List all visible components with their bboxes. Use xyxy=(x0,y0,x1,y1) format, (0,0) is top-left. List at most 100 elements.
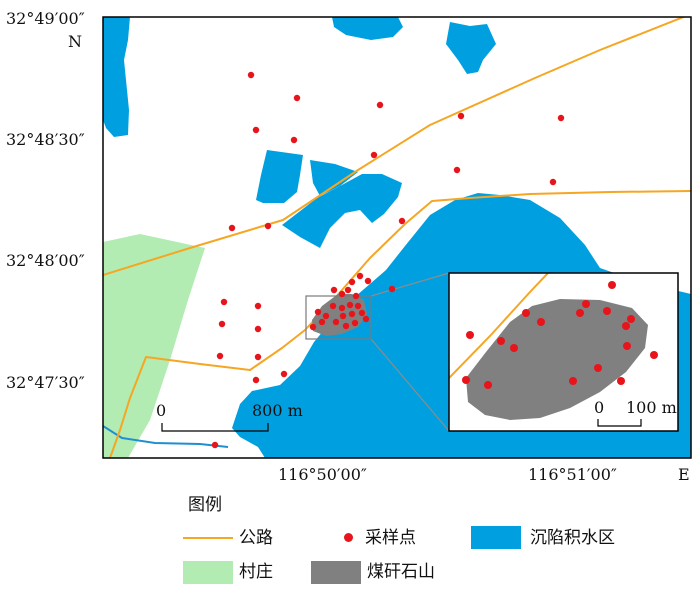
inset-sample-point xyxy=(603,307,611,315)
water-body-ne xyxy=(446,22,496,74)
water-body-nw xyxy=(103,17,130,137)
inset-sample-point xyxy=(537,318,545,326)
sample-point xyxy=(351,319,359,327)
scale-inset-zero: 0 xyxy=(594,398,605,417)
inset-map xyxy=(448,272,679,432)
sample-point xyxy=(216,352,224,360)
lon-label-1: 116°50′00″ xyxy=(278,465,367,484)
inset-sample-point xyxy=(466,331,474,339)
inset-sample-point xyxy=(497,337,505,345)
sample-point xyxy=(364,277,372,285)
legend-gangue-label: 煤矸石山 xyxy=(367,562,435,582)
sample-point xyxy=(549,178,557,186)
inset-sample-point xyxy=(617,377,625,385)
lat-label-1: 32°49′00″ xyxy=(6,9,85,28)
study-area-map xyxy=(102,16,692,459)
legend-road-swatch xyxy=(183,537,233,539)
sample-point xyxy=(218,320,226,328)
sample-point xyxy=(453,166,461,174)
road-main xyxy=(103,17,687,276)
sample-point xyxy=(264,222,272,230)
sample-point xyxy=(293,94,301,102)
inset-sample-point xyxy=(622,322,630,330)
legend-village-label: 村庄 xyxy=(239,562,273,582)
lat-label-3: 32°48′00″ xyxy=(6,251,85,270)
map-frame xyxy=(102,16,692,459)
inset-sample-point xyxy=(462,376,470,384)
inset-sample-point xyxy=(627,315,635,323)
inset-sample-point xyxy=(650,351,658,359)
sample-point xyxy=(339,312,347,320)
sample-point xyxy=(228,224,236,232)
sample-point xyxy=(314,308,322,316)
scale-bar-inset xyxy=(597,419,642,427)
inset-sample-point xyxy=(594,364,602,372)
sample-point xyxy=(356,272,364,280)
sample-point xyxy=(309,323,317,331)
inset-road xyxy=(449,273,549,379)
legend-title: 图例 xyxy=(188,495,222,515)
scale-main-value: 800 m xyxy=(252,401,303,420)
inset-sample-point xyxy=(484,381,492,389)
scale-inset-value: 100 m xyxy=(626,398,677,417)
legend-gangue-swatch xyxy=(311,561,361,584)
inset-sample-point xyxy=(608,281,616,289)
scale-main-zero: 0 xyxy=(156,401,167,420)
inset-extent-box xyxy=(305,295,372,340)
river-line xyxy=(103,425,229,448)
lat-label-4: 32°47′30″ xyxy=(6,373,85,392)
inset-sample-point xyxy=(569,377,577,385)
sample-point xyxy=(252,376,260,384)
sample-point xyxy=(376,101,384,109)
north-label: N xyxy=(68,32,82,51)
sample-point xyxy=(346,301,354,309)
legend-water-label: 沉陷积水区 xyxy=(530,528,615,548)
water-body-mid-2 xyxy=(310,160,358,196)
east-label: E xyxy=(678,465,690,484)
sample-point xyxy=(322,312,330,320)
sample-point xyxy=(247,71,255,79)
inset-gangue-pile xyxy=(466,299,648,420)
water-body-mid-1 xyxy=(256,150,303,203)
sample-point xyxy=(370,151,378,159)
sample-point xyxy=(330,286,338,294)
sample-point xyxy=(254,325,262,333)
sample-points xyxy=(211,71,565,449)
lat-label-2: 32°48′30″ xyxy=(6,130,85,149)
sample-point xyxy=(398,217,406,225)
legend-sample-swatch xyxy=(344,533,353,542)
sample-point xyxy=(342,322,350,330)
water-body-north xyxy=(332,17,403,40)
sample-point xyxy=(352,292,360,300)
inset-sample-points xyxy=(462,281,658,389)
sample-point xyxy=(220,298,228,306)
inset-sample-point xyxy=(510,344,518,352)
sample-point xyxy=(290,136,298,144)
inset-sample-point xyxy=(576,309,584,317)
sample-point xyxy=(338,304,346,312)
sample-point xyxy=(211,441,219,449)
scale-bar-main xyxy=(161,423,269,432)
water-body-mid-3 xyxy=(282,174,402,248)
sample-point xyxy=(457,112,465,120)
inset-sample-point xyxy=(623,342,631,350)
sample-point xyxy=(354,302,362,310)
sample-point xyxy=(348,310,356,318)
sample-point xyxy=(332,318,340,326)
sample-point xyxy=(254,353,262,361)
sample-point xyxy=(344,286,352,294)
sample-point xyxy=(557,114,565,122)
sample-point xyxy=(280,370,288,378)
legend-water-swatch xyxy=(471,526,521,549)
sample-point xyxy=(329,302,337,310)
inset-sample-point xyxy=(582,300,590,308)
sample-point xyxy=(254,302,262,310)
sample-point xyxy=(348,278,356,286)
sample-point xyxy=(388,285,396,293)
sample-point xyxy=(252,126,260,134)
inset-sample-point xyxy=(522,309,530,317)
legend-village-swatch xyxy=(183,561,233,584)
sample-point xyxy=(318,318,326,326)
sample-point xyxy=(358,309,366,317)
sample-point xyxy=(362,315,370,323)
